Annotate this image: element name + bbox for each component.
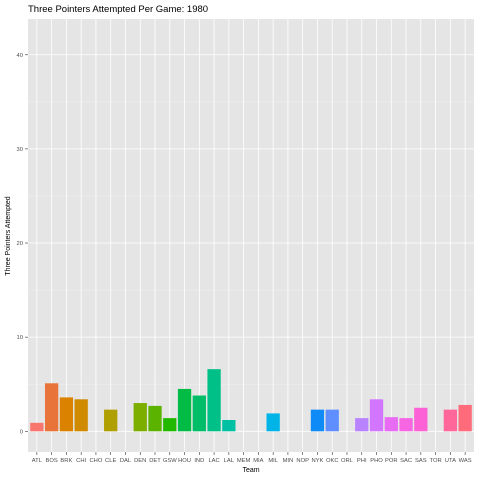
x-axis-title: Team [242, 467, 259, 474]
x-tick-label: OKC [326, 458, 339, 464]
bar-uta [443, 409, 458, 432]
x-tick-label: DET [149, 458, 161, 464]
x-tick-label: ATL [32, 458, 43, 464]
x-tick-label: DAL [120, 458, 132, 464]
x-tick-label: MIN [283, 458, 294, 464]
x-tick-label: CHI [76, 458, 86, 464]
x-tick-label: PHI [357, 458, 367, 464]
bar-por [384, 417, 398, 432]
x-tick-label: MIA [253, 458, 263, 464]
bar-ind [192, 395, 206, 432]
bar-phi [355, 418, 369, 432]
x-tick-label: UTA [445, 458, 456, 464]
x-tick-label: LAL [224, 458, 235, 464]
x-tick-label: MEM [237, 458, 251, 464]
bar-det [148, 405, 162, 432]
bars [30, 369, 472, 432]
y-tick-label: 40 [17, 53, 23, 59]
y-tick-label: 30 [17, 147, 23, 153]
bar-chi [74, 399, 88, 432]
major-gridlines [28, 19, 474, 452]
x-tick-label: NOP [296, 458, 309, 464]
bar-was [458, 404, 472, 432]
x-tick-label: NYK [311, 458, 323, 464]
bar-cle [104, 409, 118, 432]
x-tick-label: SAS [415, 458, 427, 464]
bar-sac [399, 418, 413, 432]
minor-gridlines [28, 101, 474, 385]
x-tick-label: BOS [46, 458, 58, 464]
x-tick-label: CLE [105, 458, 116, 464]
bar-lal [222, 419, 236, 432]
bar-atl [30, 422, 44, 432]
x-tick-label: TOR [430, 458, 442, 464]
bar-okc [325, 409, 339, 432]
x-tick-label: HOU [178, 458, 191, 464]
y-axis-ticks: 0 10 20 30 40 [17, 53, 28, 435]
x-tick-label: SAC [400, 458, 412, 464]
chart-title: Three Pointers Attempted Per Game: 1980 [28, 4, 208, 15]
bar-nyk [310, 409, 325, 432]
y-axis-title: Three Pointers Attempted [5, 196, 12, 275]
x-tick-label: MIL [268, 458, 278, 464]
x-tick-label: ORL [341, 458, 354, 464]
bar-brk [59, 397, 74, 432]
y-tick-label: 0 [20, 429, 23, 435]
y-tick-label: 10 [17, 335, 23, 341]
bar-gsw [163, 418, 177, 432]
x-tick-label: BRK [60, 458, 72, 464]
bar-mil [266, 413, 280, 432]
x-axis-ticks: ATL BOS BRK CHI CHO CLE DAL DEN DET GSW HOU IND LAC L… [32, 452, 472, 464]
bar-sas [414, 407, 428, 432]
bar-den [133, 403, 147, 432]
bar-lac [207, 369, 221, 432]
x-tick-label: GSW [163, 458, 177, 464]
x-tick-label: POR [385, 458, 398, 464]
plot-panel [28, 19, 474, 452]
y-tick-label: 20 [17, 241, 23, 247]
x-tick-label: WAS [459, 458, 472, 464]
bar-bos [44, 383, 59, 432]
x-tick-label: LAC [208, 458, 219, 464]
x-tick-label: IND [194, 458, 204, 464]
bar-pho [369, 399, 384, 432]
x-tick-label: CHO [89, 458, 102, 464]
bar-hou [177, 388, 192, 432]
x-tick-label: DEN [134, 458, 146, 464]
x-tick-label: PHO [370, 458, 383, 464]
